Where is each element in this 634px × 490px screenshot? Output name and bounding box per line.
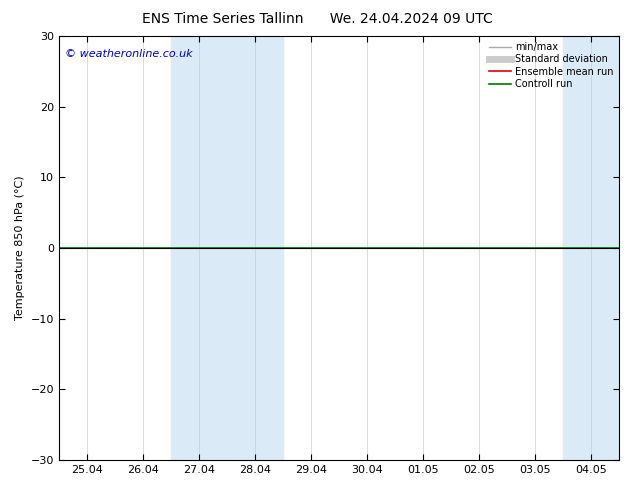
Bar	[563, 36, 619, 460]
Text: © weatheronline.co.uk: © weatheronline.co.uk	[65, 49, 192, 59]
Bar	[171, 36, 283, 460]
Legend: min/max, Standard deviation, Ensemble mean run, Controll run: min/max, Standard deviation, Ensemble me…	[486, 39, 616, 92]
Text: ENS Time Series Tallinn      We. 24.04.2024 09 UTC: ENS Time Series Tallinn We. 24.04.2024 0…	[141, 12, 493, 26]
Y-axis label: Temperature 850 hPa (°C): Temperature 850 hPa (°C)	[15, 176, 25, 320]
